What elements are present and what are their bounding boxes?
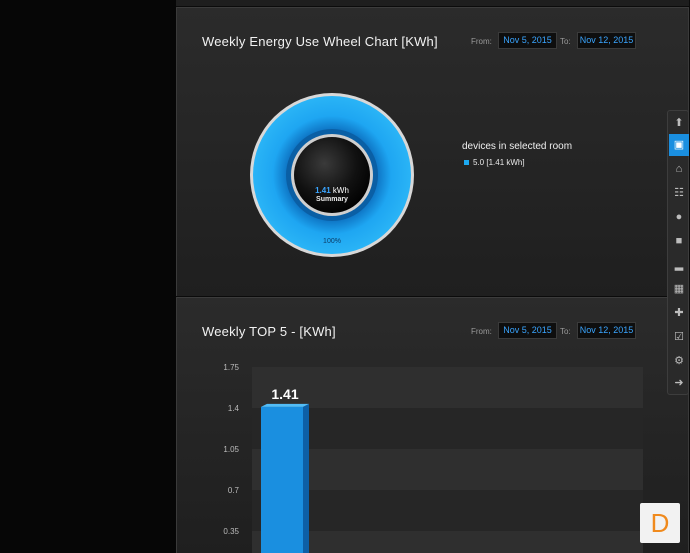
to-label: To: xyxy=(560,37,571,46)
from-date-input[interactable]: Nov 5, 2015 xyxy=(498,322,557,339)
center-value-line: 1.41 kWh xyxy=(249,186,415,195)
panel-title: Weekly Energy Use Wheel Chart [KWh] xyxy=(202,34,438,49)
wheel-chart-panel: Weekly Energy Use Wheel Chart [KWh] From… xyxy=(176,7,689,296)
plot-band xyxy=(252,408,643,449)
plot-band xyxy=(252,531,643,553)
bar-data-label: 1.41 xyxy=(271,386,298,402)
center-caption: Summary xyxy=(316,196,348,203)
y-tick-label: 0.35 xyxy=(223,527,239,536)
panel-title: Weekly TOP 5 - [KWh] xyxy=(202,324,336,339)
legend-title: devices in selected room xyxy=(462,141,573,152)
logout-icon[interactable]: ➜ xyxy=(674,377,684,389)
pin-icon[interactable]: ● xyxy=(675,211,683,223)
bar-5.0[interactable] xyxy=(261,406,303,553)
network-icon[interactable]: ☷ xyxy=(674,187,684,199)
top5-bar-chart: 0.35 0.7 1.05 1.4 1.75 1.41 xyxy=(223,363,643,553)
building-icon[interactable]: ▦ xyxy=(673,283,685,295)
top5-panel: Weekly TOP 5 - [KWh] From: Nov 5, 2015 T… xyxy=(176,297,689,553)
center-unit: kWh xyxy=(332,186,349,195)
plot-band xyxy=(252,367,643,408)
center-core xyxy=(294,137,370,213)
from-label: From: xyxy=(471,327,492,336)
plot-band xyxy=(252,449,643,490)
home-icon[interactable]: ⌂ xyxy=(675,163,683,175)
clipboard-icon[interactable]: ☑ xyxy=(674,331,684,343)
wheel-chart: ​ 1.41 kWh Summary 100% xyxy=(249,92,415,258)
chart-icon[interactable]: ▂ xyxy=(674,259,684,271)
to-date-input[interactable]: Nov 12, 2015 xyxy=(577,32,636,49)
y-tick-label: 0.7 xyxy=(228,486,240,495)
y-tick-label: 1.75 xyxy=(223,363,239,372)
bar-side-5.0 xyxy=(303,403,309,553)
center-value: 1.41 xyxy=(315,186,331,195)
legend-item[interactable]: 5.0 [1.41 kWh] xyxy=(464,158,525,167)
plot-band xyxy=(252,490,643,531)
settings-icon[interactable]: ⚙ xyxy=(674,355,684,367)
puzzle-icon[interactable]: ✚ xyxy=(674,307,684,319)
to-date-input[interactable]: Nov 12, 2015 xyxy=(577,322,636,339)
right-toolbar: ⬆ ▣ ⌂ ☷ ● ■ ▂ ▦ ✚ ☑ ⚙ ➜ xyxy=(667,110,689,395)
from-label: From: xyxy=(471,37,492,46)
left-blank-pane xyxy=(0,0,176,553)
to-label: To: xyxy=(560,327,571,336)
y-tick-label: 1.4 xyxy=(228,404,240,413)
bar-top-5.0 xyxy=(261,403,309,407)
legend-swatch xyxy=(464,160,469,166)
badge-logo[interactable]: D xyxy=(640,503,680,543)
badge-letter: D xyxy=(650,508,670,538)
previous-panel-edge xyxy=(176,0,689,6)
from-date-input[interactable]: Nov 5, 2015 xyxy=(498,32,557,49)
clapper-icon[interactable]: ■ xyxy=(675,235,683,247)
percent-label: 100% xyxy=(323,238,341,245)
legend-item-label: 5.0 [1.41 kWh] xyxy=(473,158,525,167)
y-tick-label: 1.05 xyxy=(223,445,239,454)
wheel-chart-svg: ​ xyxy=(250,93,414,257)
arrow-up-icon[interactable]: ⬆ xyxy=(674,117,684,129)
save-icon[interactable]: ▣ xyxy=(669,134,689,156)
